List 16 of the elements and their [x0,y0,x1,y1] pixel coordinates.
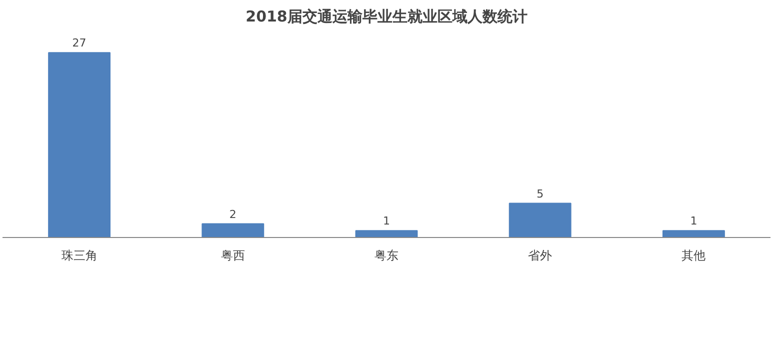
data-label: 5 [536,187,544,200]
x-tick-label: 省外 [528,248,552,262]
x-tick-label: 粤西 [220,248,245,262]
chart-title: 2018届交通运输毕业生就业区域人数统计 [246,8,528,26]
data-label: 27 [72,36,86,50]
bar [355,230,418,238]
data-label: 1 [383,214,390,228]
bar [662,230,725,238]
data-label: 1 [690,214,698,228]
bar [48,52,111,238]
x-tick-label: 珠三角 [61,248,98,262]
x-tick-label: 粤东 [374,248,398,262]
bar [202,223,264,238]
x-tick-label: 其他 [682,248,706,262]
bar [508,202,572,238]
data-label: 2 [229,208,236,221]
